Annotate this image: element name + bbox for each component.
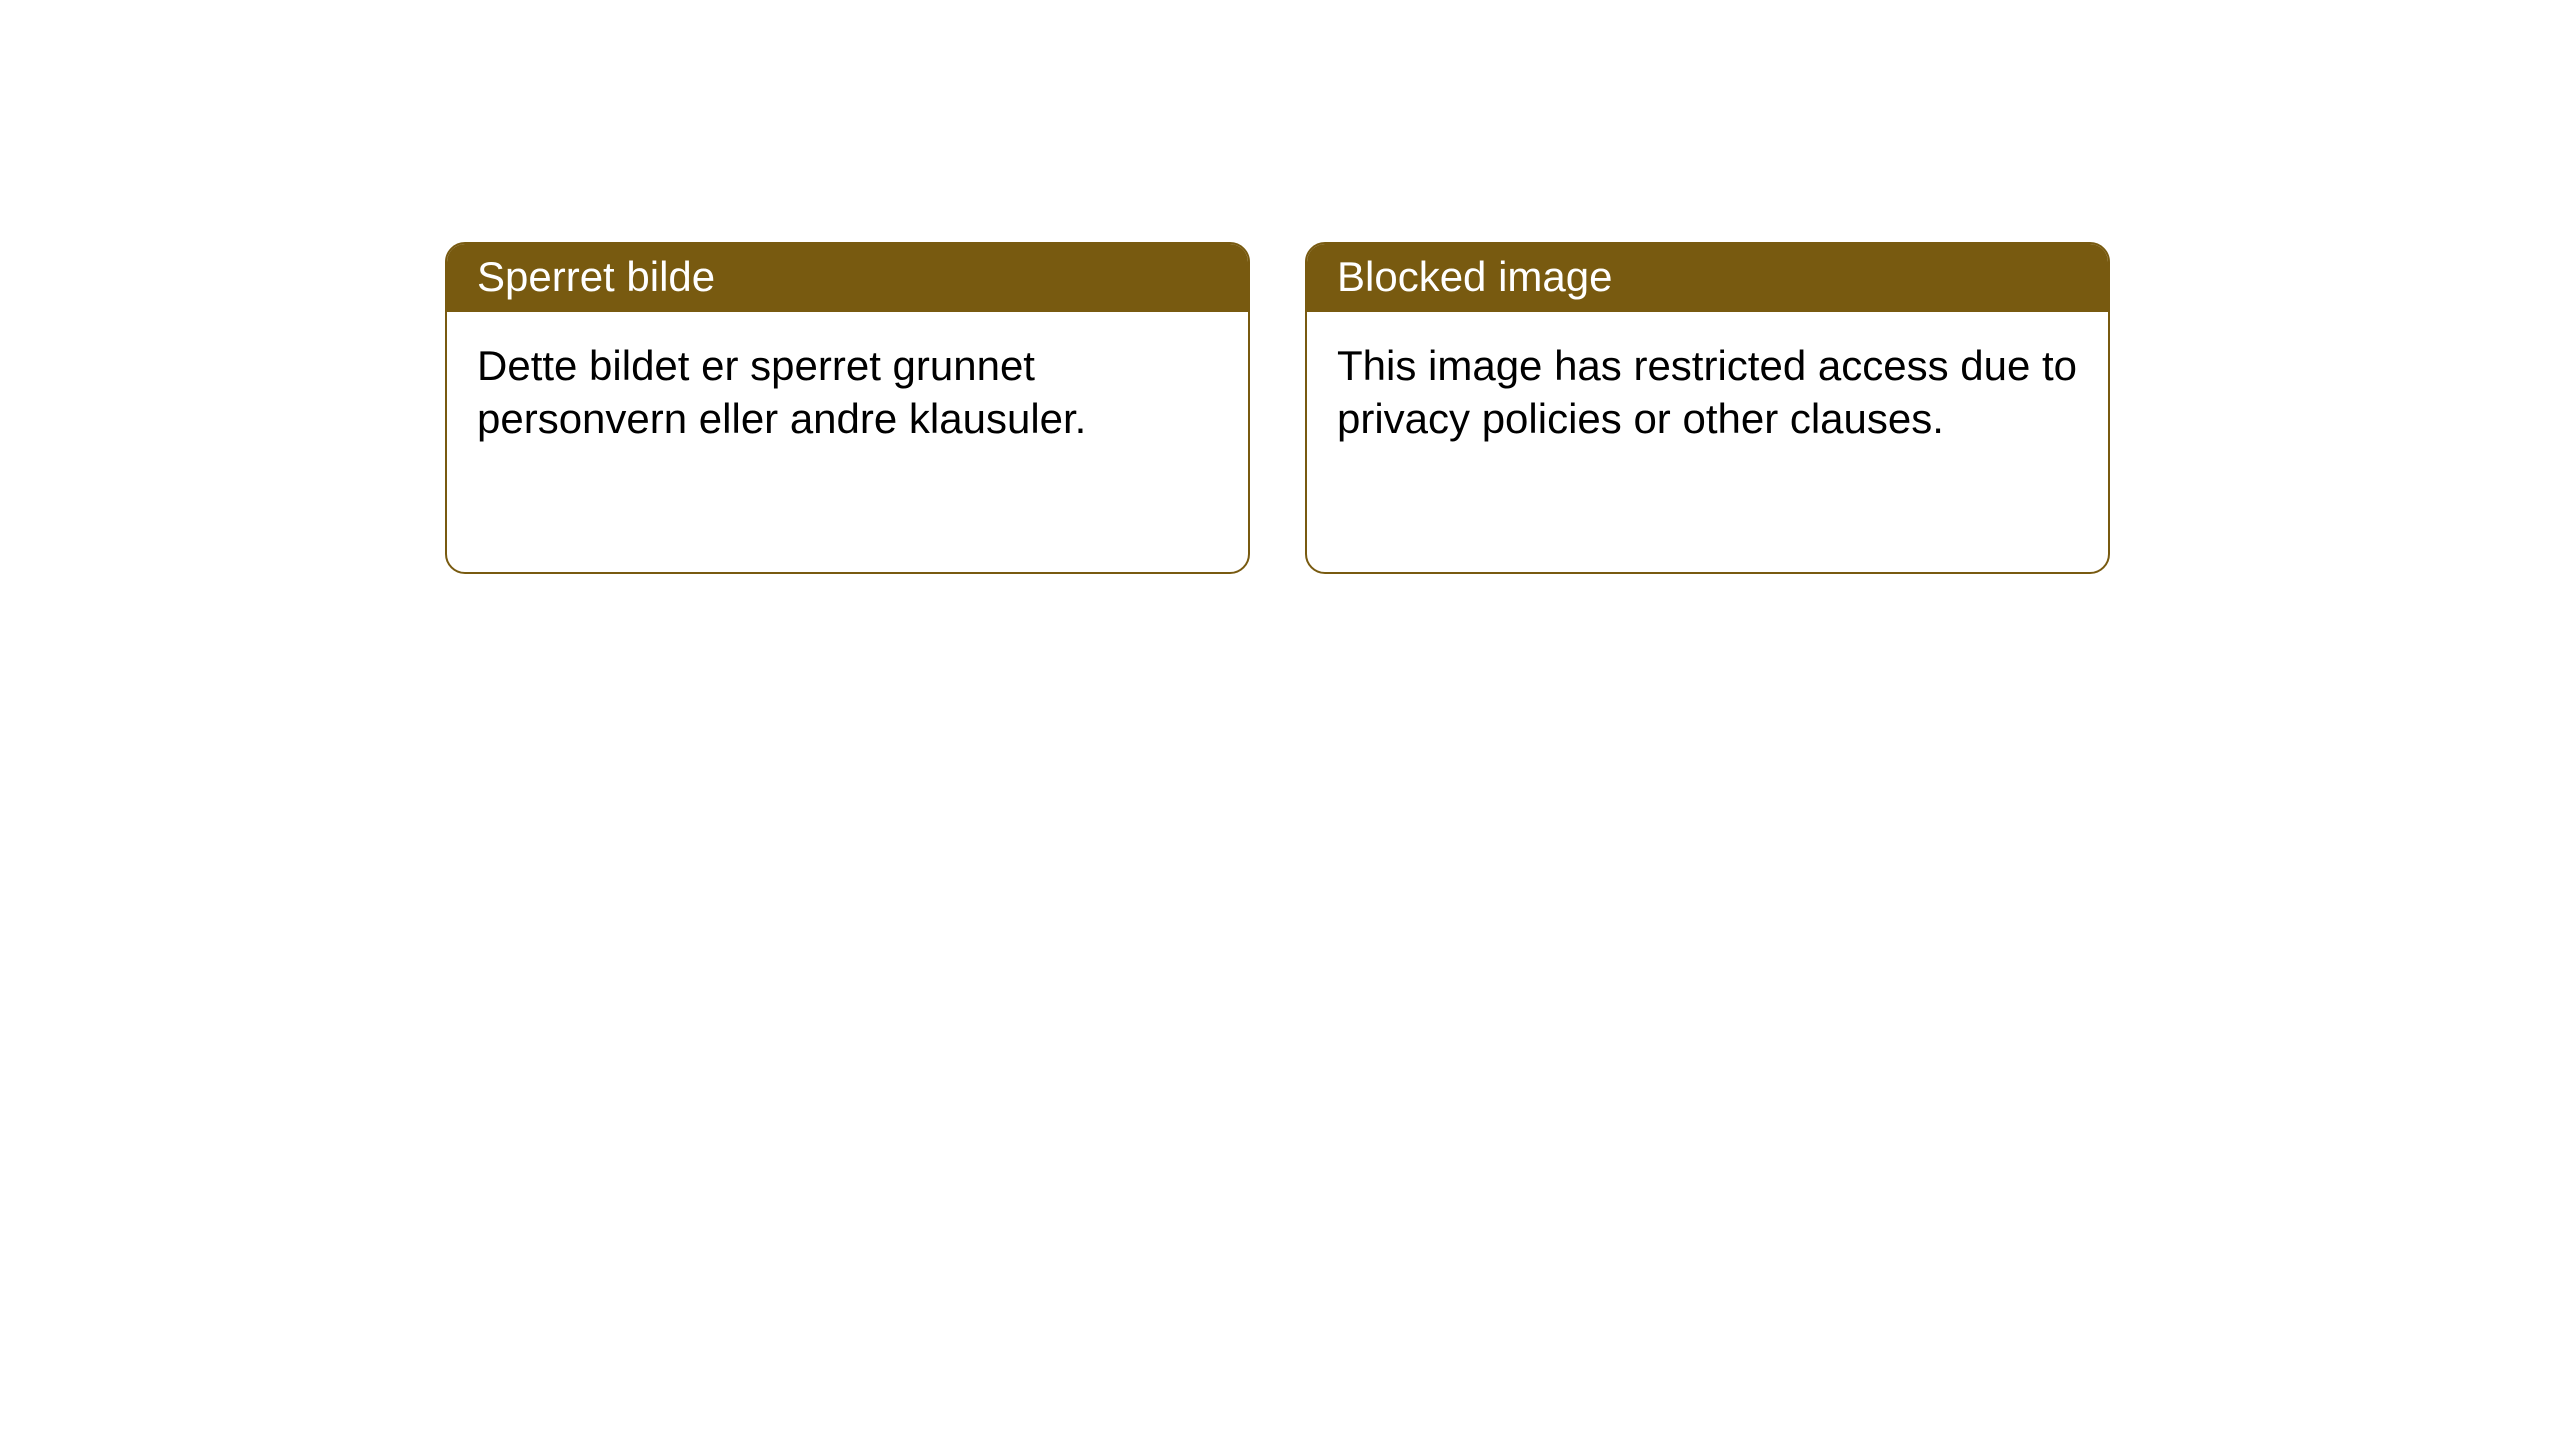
notice-card-title: Sperret bilde	[447, 244, 1248, 312]
notice-card-title: Blocked image	[1307, 244, 2108, 312]
notice-card-body: This image has restricted access due to …	[1307, 312, 2108, 473]
notice-card-english: Blocked image This image has restricted …	[1305, 242, 2110, 574]
notice-card-norwegian: Sperret bilde Dette bildet er sperret gr…	[445, 242, 1250, 574]
notice-container: Sperret bilde Dette bildet er sperret gr…	[445, 242, 2110, 574]
notice-card-body: Dette bildet er sperret grunnet personve…	[447, 312, 1248, 473]
